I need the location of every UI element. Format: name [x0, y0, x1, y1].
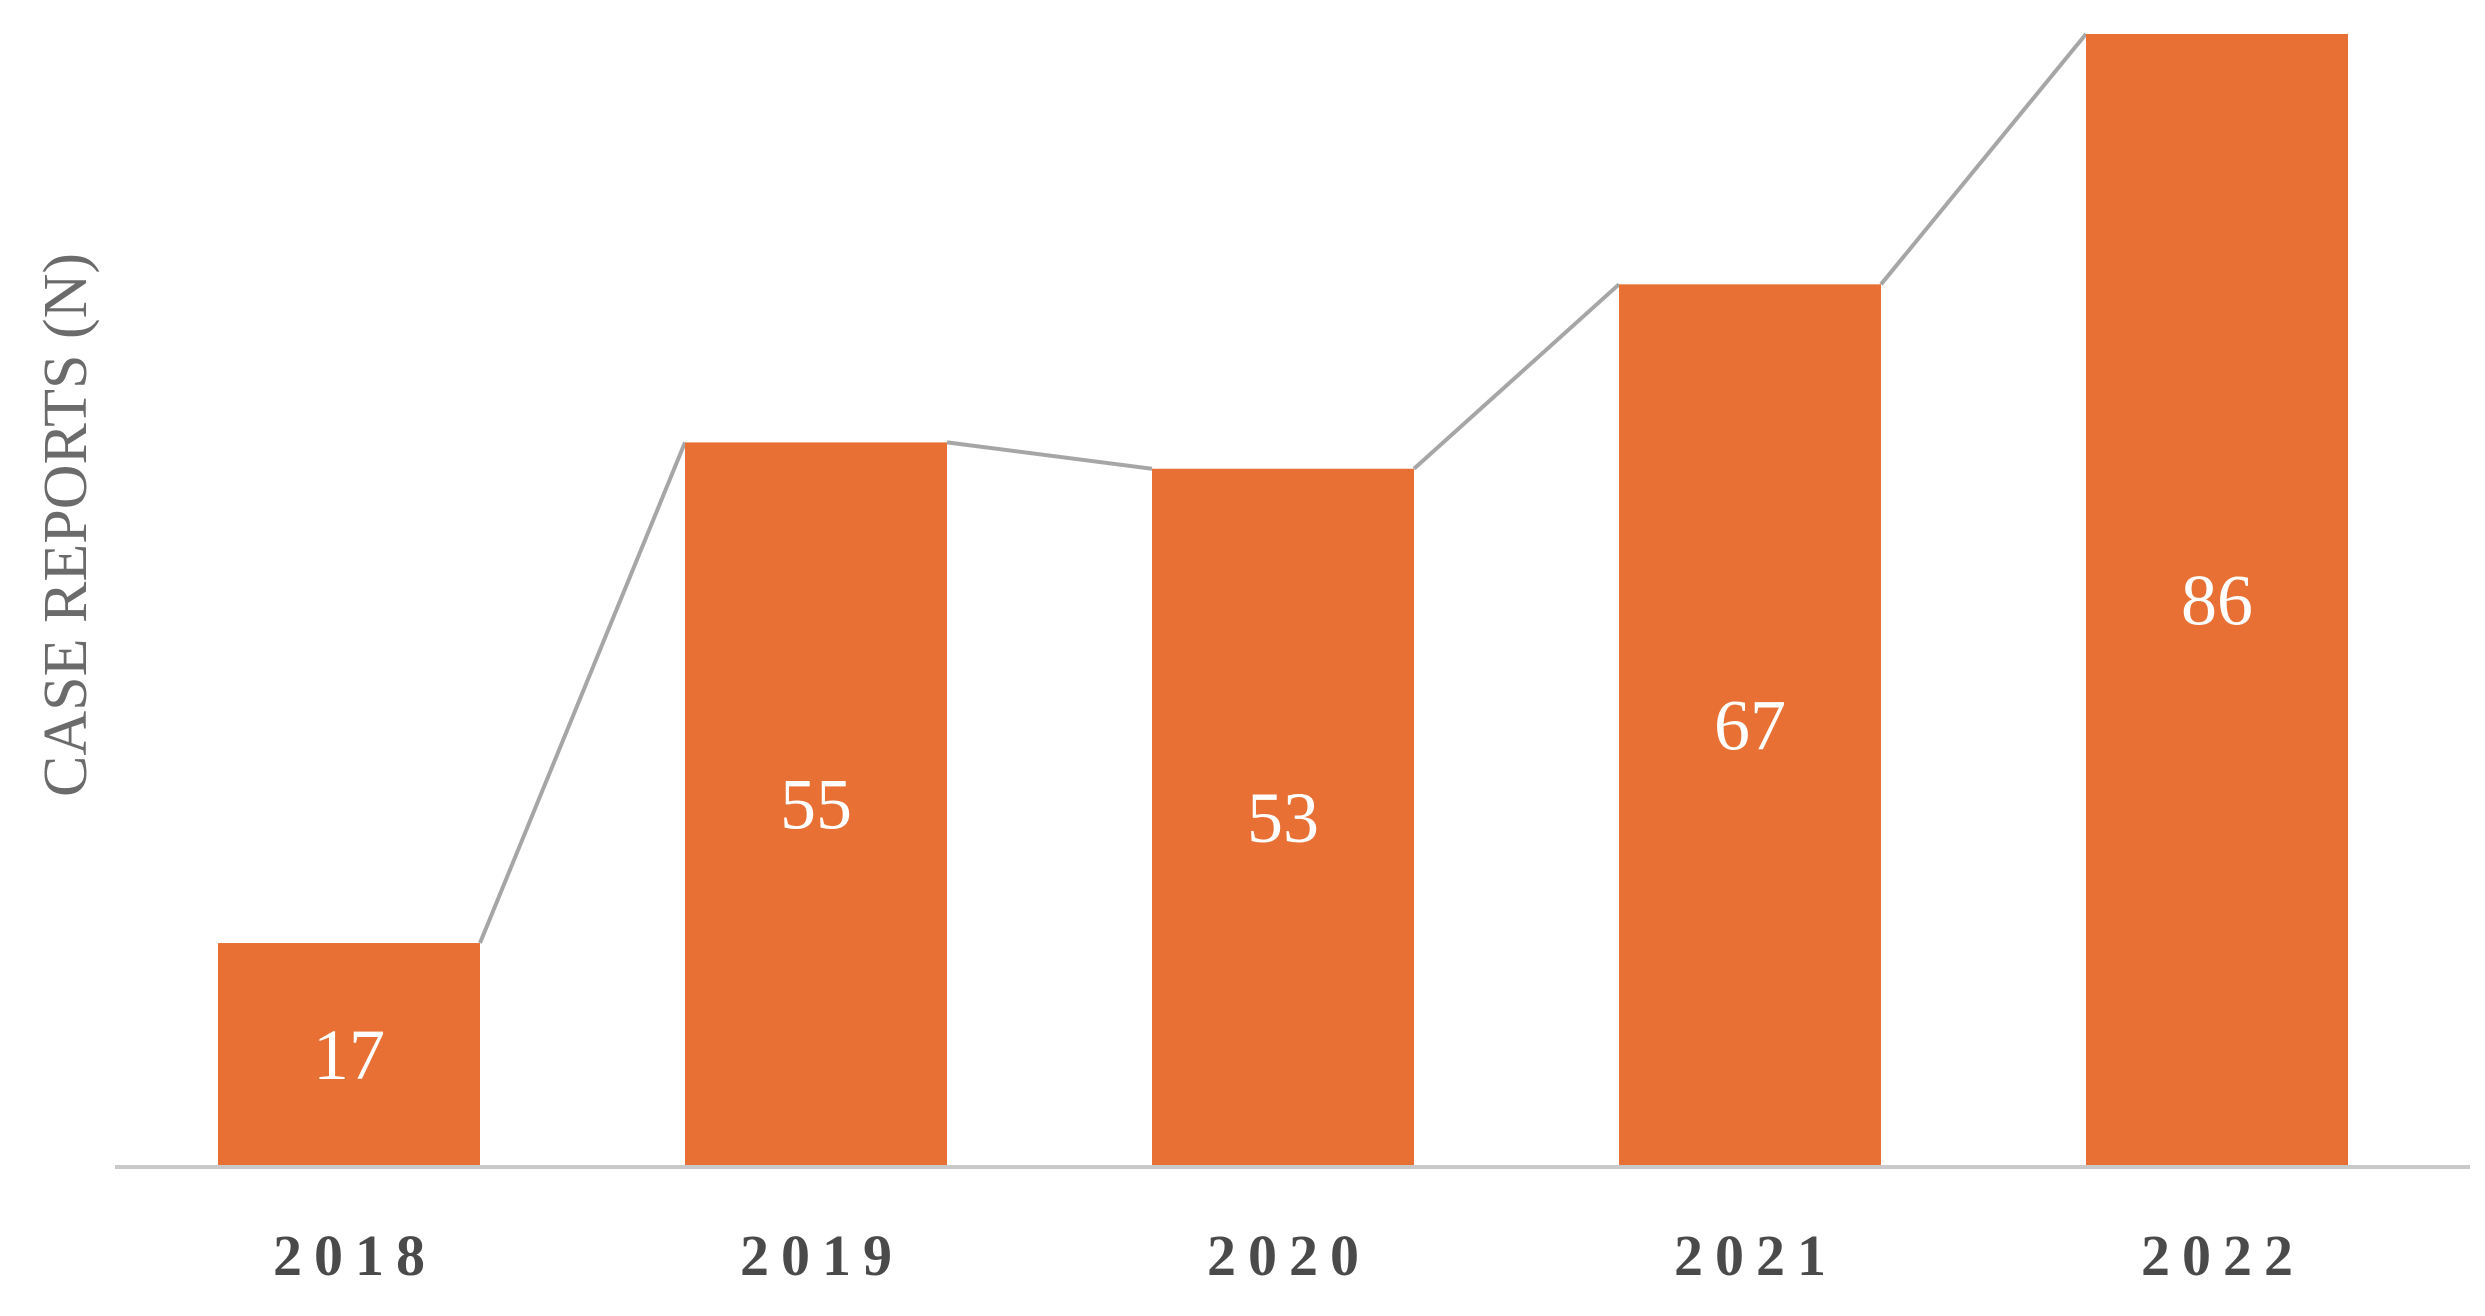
data-label-2021: 67	[1714, 686, 1786, 766]
data-label-2020: 53	[1247, 778, 1319, 858]
bar-2020	[1152, 468, 1414, 1167]
data-labels: 17 55 53 67 86	[313, 561, 2253, 1096]
connector-2020-2021	[1412, 282, 1621, 471]
connector-2021-2022	[1879, 32, 2088, 286]
x-tick-label-2022: 2022	[2141, 1223, 2305, 1288]
bar-2021	[1619, 284, 1881, 1167]
bars	[218, 34, 2348, 1167]
connector-lines	[478, 32, 2088, 944]
x-tick-label-2020: 2020	[1207, 1223, 1371, 1288]
x-tick-label-2019: 2019	[740, 1223, 904, 1288]
bar-2018	[218, 943, 480, 1167]
data-label-2022: 86	[2181, 561, 2253, 641]
bar-2019	[685, 442, 947, 1167]
connector-2019-2020	[946, 440, 1153, 471]
x-tick-label-2021: 2021	[1674, 1223, 1838, 1288]
data-label-2019: 55	[780, 765, 852, 845]
bar-2022	[2086, 34, 2348, 1167]
data-label-2018: 17	[313, 1015, 385, 1095]
x-tick-label-2018: 2018	[273, 1223, 437, 1288]
y-axis-label: CASE REPORTS (N)	[32, 253, 100, 797]
connector-2018-2019	[478, 441, 687, 944]
x-tick-labels: 2018 2019 2020 2021 2022	[273, 1223, 2305, 1288]
